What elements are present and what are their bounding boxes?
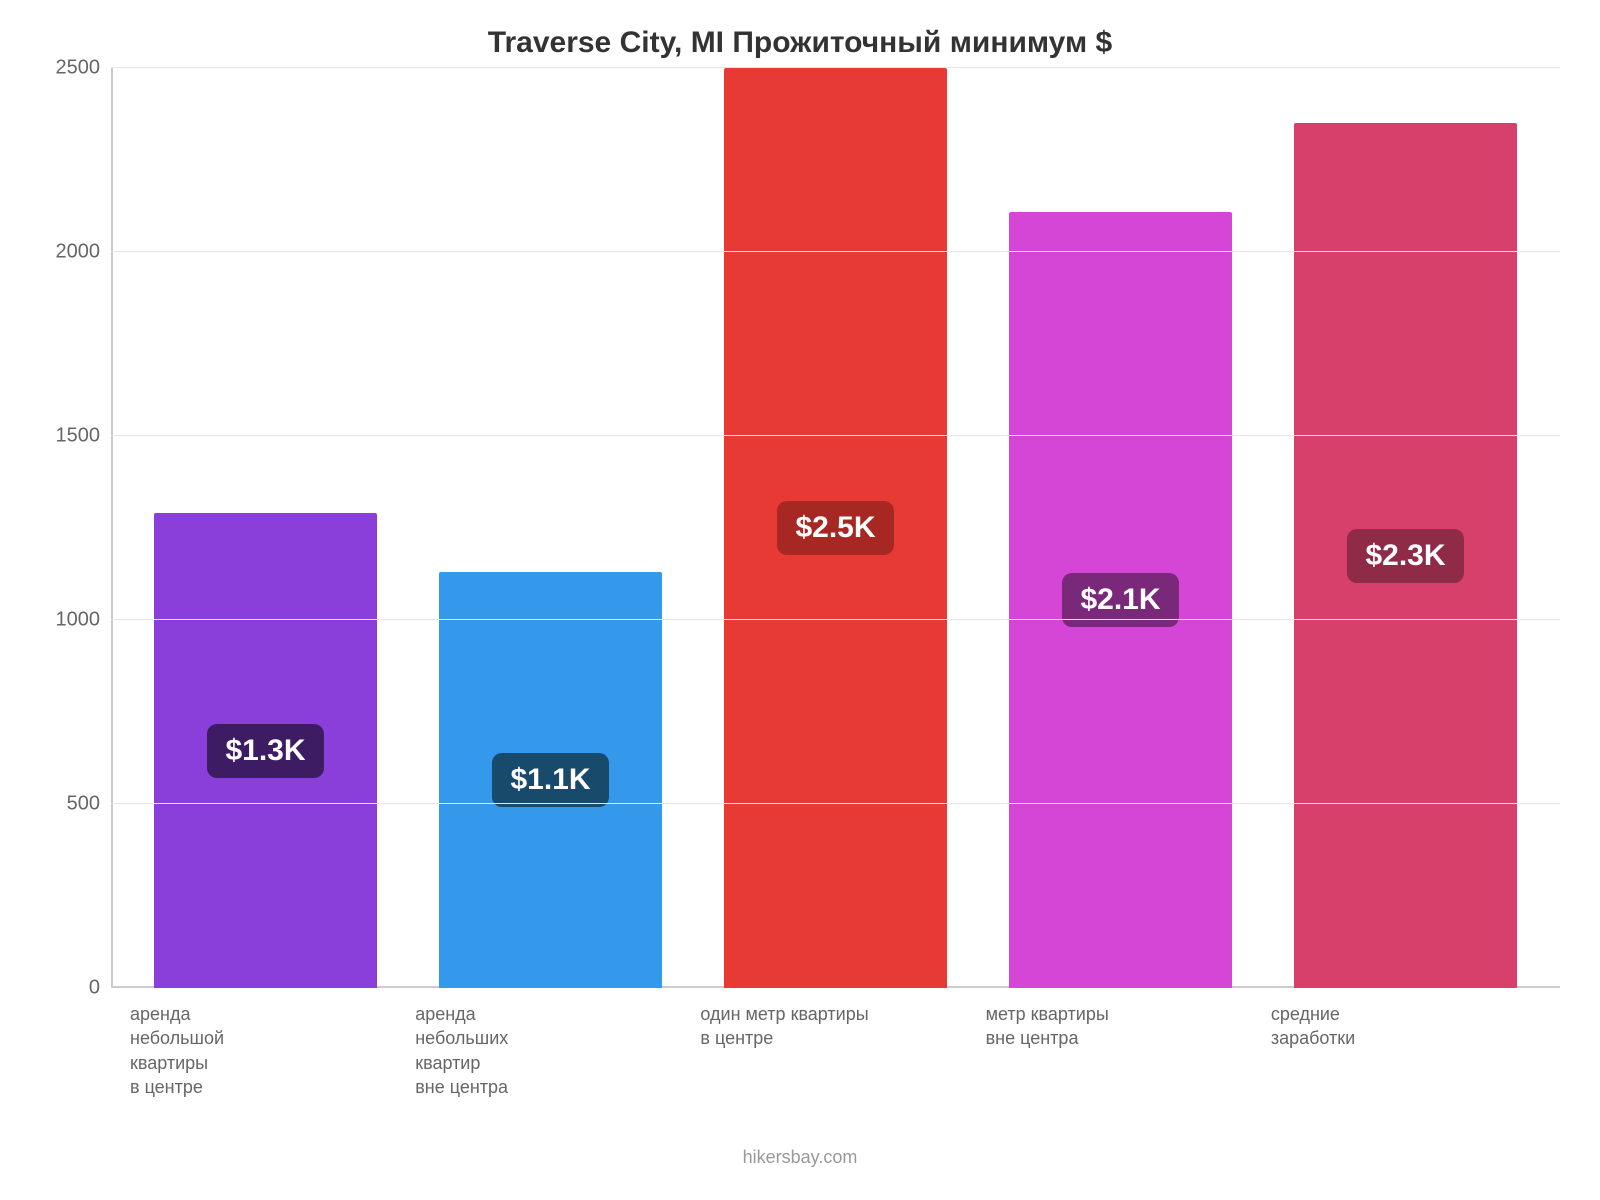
bars-group: $1.3K $1.1K $2.5K $2.1K $2.3K (111, 68, 1560, 988)
bar: $1.1K (439, 572, 661, 988)
bar: $2.1K (1009, 212, 1231, 988)
x-label-slot: метр квартиры вне центра (978, 1002, 1263, 1099)
bar: $2.5K (724, 68, 946, 988)
x-axis-label: средние заработки (1271, 1002, 1522, 1051)
plot-area: $1.3K $1.1K $2.5K $2.1K $2.3K (110, 68, 1560, 988)
bar-slot: $2.1K (978, 68, 1263, 988)
bar-slot: $1.1K (408, 68, 693, 988)
x-label-slot: аренда небольших квартир вне центра (407, 1002, 692, 1099)
grid-line (111, 803, 1560, 804)
y-tick-label: 2500 (56, 57, 101, 80)
chart-title: Traverse City, MI Прожиточный минимум $ (40, 26, 1560, 60)
bar-value-badge: $1.1K (492, 753, 608, 807)
x-label-slot: один метр квартиры в центре (692, 1002, 977, 1099)
y-tick-label: 500 (67, 793, 100, 816)
bar-value-badge: $1.3K (207, 724, 323, 778)
grid-line (111, 435, 1560, 436)
x-axis-label: один метр квартиры в центре (700, 1002, 951, 1051)
bar-slot: $2.5K (693, 68, 978, 988)
bar: $1.3K (154, 513, 376, 988)
x-axis-labels: аренда небольшой квартиры в центре аренда… (110, 988, 1560, 1099)
bar-value-badge: $2.3K (1347, 529, 1463, 583)
x-label-slot: средние заработки (1263, 1002, 1548, 1099)
y-tick-label: 2000 (56, 241, 101, 264)
grid-line (111, 251, 1560, 252)
y-tick-label: 1000 (56, 609, 101, 632)
x-label-slot: аренда небольшой квартиры в центре (122, 1002, 407, 1099)
grid-line (111, 67, 1560, 68)
plot-row: 05001000150020002500 $1.3K$1.1K$2.5K$2.1… (40, 68, 1560, 988)
bar-slot: $1.3K (123, 68, 408, 988)
grid-line (111, 619, 1560, 620)
attribution-text: hikersbay.com (40, 1147, 1560, 1168)
bar-value-badge: $2.5K (777, 501, 893, 555)
y-tick-label: 1500 (56, 425, 101, 448)
x-axis-label: метр квартиры вне центра (986, 1002, 1237, 1051)
chart-container: Traverse City, MI Прожиточный минимум $ … (0, 0, 1600, 1200)
y-axis: 05001000150020002500 (40, 68, 110, 988)
bar: $2.3K (1294, 123, 1516, 988)
x-axis-label: аренда небольших квартир вне центра (415, 1002, 666, 1099)
y-tick-label: 0 (89, 977, 100, 1000)
bar-slot: $2.3K (1263, 68, 1548, 988)
x-axis-label: аренда небольшой квартиры в центре (130, 1002, 381, 1099)
